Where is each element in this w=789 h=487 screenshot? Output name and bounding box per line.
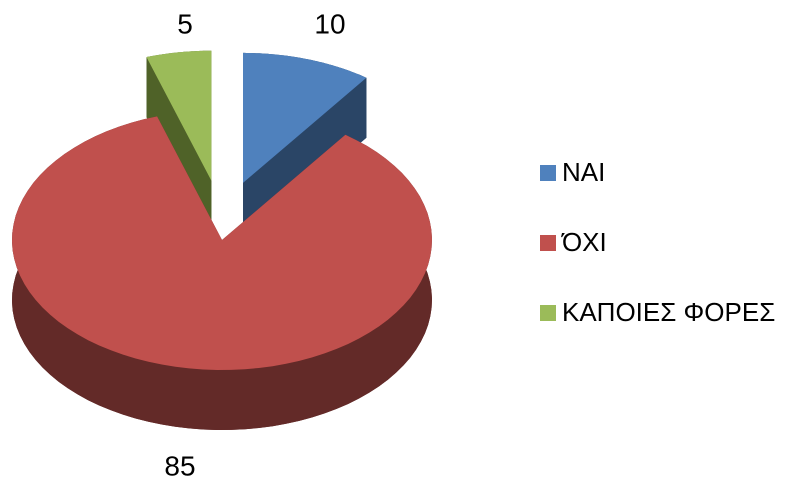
legend-swatch — [540, 165, 556, 181]
data-label: 85 — [164, 450, 195, 481]
legend-label: ΌΧΙ — [561, 227, 607, 257]
data-label: 10 — [314, 8, 345, 39]
legend-swatch — [540, 305, 556, 321]
legend-label: ΝΑΙ — [562, 157, 605, 187]
slice — [243, 52, 367, 183]
legend-label: ΚΑΠΟΙΕΣ ΦΟΡΕΣ — [562, 297, 775, 327]
data-label: 5 — [177, 8, 193, 39]
legend-swatch — [540, 235, 556, 251]
slice — [12, 116, 432, 371]
slice — [146, 50, 212, 181]
